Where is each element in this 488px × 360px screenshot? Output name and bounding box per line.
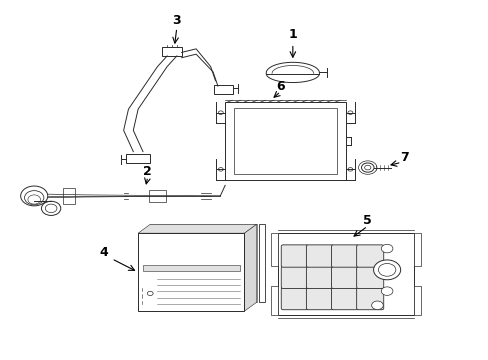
Polygon shape xyxy=(259,224,265,302)
Circle shape xyxy=(381,244,392,253)
Polygon shape xyxy=(142,265,239,271)
Bar xyxy=(162,47,181,56)
Text: 6: 6 xyxy=(276,80,285,93)
Circle shape xyxy=(381,287,392,295)
Circle shape xyxy=(371,301,383,310)
Circle shape xyxy=(218,111,223,114)
FancyBboxPatch shape xyxy=(281,266,308,288)
FancyBboxPatch shape xyxy=(281,287,308,310)
Bar xyxy=(224,102,346,180)
Circle shape xyxy=(347,111,352,114)
FancyBboxPatch shape xyxy=(331,245,358,267)
FancyBboxPatch shape xyxy=(306,266,333,288)
FancyBboxPatch shape xyxy=(356,245,383,267)
FancyBboxPatch shape xyxy=(281,245,308,267)
Polygon shape xyxy=(413,286,420,315)
Text: 4: 4 xyxy=(100,246,108,259)
Bar xyxy=(278,233,413,315)
FancyBboxPatch shape xyxy=(306,245,333,267)
FancyBboxPatch shape xyxy=(331,287,358,310)
Polygon shape xyxy=(270,286,278,315)
Circle shape xyxy=(218,168,223,171)
Bar xyxy=(148,190,166,202)
FancyBboxPatch shape xyxy=(356,266,383,288)
Circle shape xyxy=(378,264,395,276)
Circle shape xyxy=(347,168,352,171)
Circle shape xyxy=(147,291,153,296)
FancyBboxPatch shape xyxy=(356,287,383,310)
Circle shape xyxy=(373,260,400,280)
Text: 7: 7 xyxy=(399,150,407,163)
Bar xyxy=(126,154,150,163)
Text: 1: 1 xyxy=(288,28,297,41)
Bar xyxy=(63,188,75,204)
FancyBboxPatch shape xyxy=(306,287,333,310)
Bar xyxy=(138,233,244,311)
FancyBboxPatch shape xyxy=(331,266,358,288)
Bar xyxy=(150,224,256,302)
Bar xyxy=(233,108,337,174)
Text: 2: 2 xyxy=(143,165,152,178)
Bar xyxy=(214,85,233,94)
Circle shape xyxy=(364,165,370,170)
Polygon shape xyxy=(138,224,256,233)
Circle shape xyxy=(361,163,373,172)
Text: 5: 5 xyxy=(363,214,371,227)
Polygon shape xyxy=(244,224,256,311)
Polygon shape xyxy=(413,233,420,266)
Text: 3: 3 xyxy=(172,14,181,27)
Polygon shape xyxy=(270,233,278,266)
